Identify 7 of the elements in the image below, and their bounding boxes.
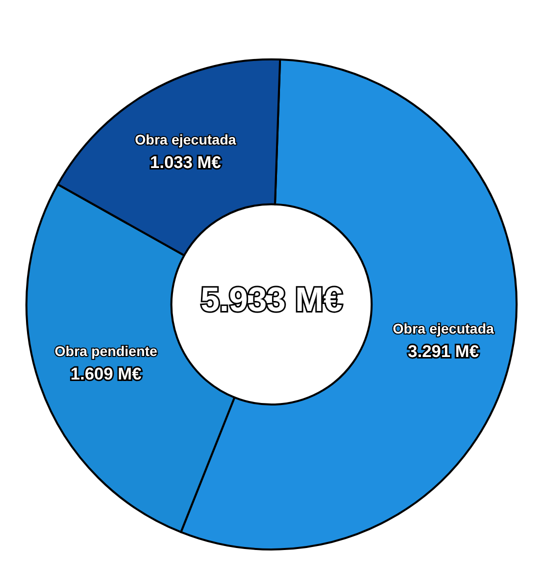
slice-label: Obra ejecutada	[134, 131, 236, 148]
data-label: 1.609 M€	[70, 364, 142, 384]
data-label: 1.033 M€	[150, 152, 222, 172]
data-label: 3.291 M€	[408, 342, 480, 361]
text: 5.933 M€	[200, 281, 342, 320]
slice-label: Obra pendiente	[54, 343, 158, 359]
slice-label: Obra ejecutada	[392, 320, 494, 336]
